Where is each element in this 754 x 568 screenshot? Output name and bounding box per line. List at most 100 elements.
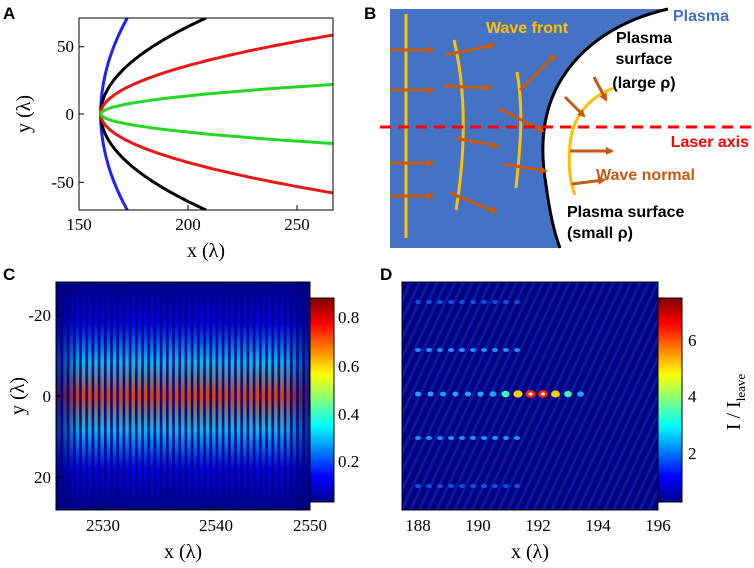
panel-d-heatmap bbox=[402, 282, 658, 510]
panel-d-hotspots bbox=[414, 300, 584, 488]
curve-green bbox=[99, 82, 333, 146]
d-side-lobe bbox=[470, 436, 476, 440]
d-xtick-192: 192 bbox=[525, 516, 551, 535]
d-xtick-194: 194 bbox=[585, 516, 611, 535]
c-xtick-2540: 2540 bbox=[199, 516, 233, 535]
panel-a-plot-area bbox=[99, 18, 333, 210]
d-side-lobe bbox=[415, 436, 421, 440]
panel-d-colorbar bbox=[657, 297, 683, 503]
d-side-lobe bbox=[426, 300, 432, 304]
d-side-lobe bbox=[426, 436, 432, 440]
d-hotspot bbox=[513, 390, 523, 398]
d-side-lobe bbox=[426, 484, 432, 488]
d-hotspot bbox=[501, 390, 510, 398]
panel-c-heatmap bbox=[56, 282, 310, 510]
d-hotspot-core bbox=[528, 392, 533, 396]
d-side-lobe bbox=[503, 484, 509, 488]
d-side-lobe bbox=[503, 436, 509, 440]
d-side-lobe bbox=[503, 348, 509, 352]
d-side-lobe bbox=[503, 300, 509, 304]
d-side-lobe bbox=[514, 484, 520, 488]
d-cblabel: I / Ileave bbox=[723, 374, 748, 431]
d-side-lobe bbox=[459, 436, 465, 440]
surface-large-line3: (large ρ) bbox=[612, 75, 675, 92]
d-side-lobe bbox=[415, 484, 421, 488]
d-cbtick-6: 6 bbox=[688, 331, 697, 350]
d-side-lobe bbox=[437, 348, 443, 352]
a-ytick-0: 0 bbox=[66, 105, 75, 124]
d-hotspot-core bbox=[541, 392, 545, 396]
a-ytick-50: 50 bbox=[57, 37, 74, 56]
c-ytick-0: 0 bbox=[43, 387, 52, 406]
d-side-lobe bbox=[459, 348, 465, 352]
d-side-lobe bbox=[492, 484, 498, 488]
curve-black bbox=[99, 18, 207, 210]
d-side-lobe bbox=[492, 348, 498, 352]
wave-front-label: Wave front bbox=[486, 20, 569, 37]
c-ytick-neg20: -20 bbox=[28, 306, 51, 325]
d-side-lobe bbox=[459, 300, 465, 304]
a-xtick-200: 200 bbox=[175, 215, 201, 234]
c-cbtick-0.2: 0.2 bbox=[338, 452, 359, 471]
curve-blue bbox=[99, 18, 129, 210]
d-side-lobe bbox=[481, 348, 487, 352]
d-hotspot bbox=[452, 391, 459, 397]
a-xlabel: x (λ) bbox=[187, 240, 225, 262]
d-side-lobe bbox=[415, 300, 421, 304]
d-side-lobe bbox=[470, 348, 476, 352]
plasma-label: Plasma bbox=[673, 8, 729, 25]
panel-c-colorbar bbox=[309, 297, 335, 503]
plasma-surface-curve bbox=[541, 7, 669, 249]
panel-b-label: B bbox=[364, 4, 376, 23]
laser-axis-label: Laser axis bbox=[671, 134, 749, 151]
d-side-lobe bbox=[426, 348, 432, 352]
c-xtick-2530: 2530 bbox=[86, 516, 120, 535]
d-side-lobe bbox=[481, 436, 487, 440]
d-side-lobe bbox=[481, 484, 487, 488]
d-xtick-188: 188 bbox=[405, 516, 431, 535]
a-xtick-250: 250 bbox=[284, 215, 310, 234]
surface-small-line2: (small ρ) bbox=[567, 225, 633, 242]
d-hotspot bbox=[477, 391, 484, 397]
d-side-lobe bbox=[514, 436, 520, 440]
d-hotspot bbox=[427, 391, 434, 397]
d-side-lobe bbox=[492, 300, 498, 304]
d-cbtick-2: 2 bbox=[688, 444, 697, 463]
d-xtick-190: 190 bbox=[465, 516, 491, 535]
d-side-lobe bbox=[492, 436, 498, 440]
d-hotspot bbox=[414, 391, 422, 397]
c-xtick-2550: 2550 bbox=[293, 516, 327, 535]
c-cbtick-0.8: 0.8 bbox=[338, 308, 359, 327]
surface-small-line1: Plasma surface bbox=[567, 204, 685, 221]
c-ytick-20: 20 bbox=[34, 468, 51, 487]
d-side-lobe bbox=[448, 300, 454, 304]
d-side-lobe bbox=[514, 300, 520, 304]
panel-c-label: C bbox=[3, 265, 15, 284]
d-side-lobe bbox=[470, 484, 476, 488]
panel-a-axes-box bbox=[78, 17, 334, 211]
d-hotspot bbox=[489, 391, 497, 397]
panel-a-label: A bbox=[3, 4, 15, 23]
d-hotspot bbox=[439, 391, 447, 397]
panel-a-ticks bbox=[78, 46, 298, 210]
panel-c-ticks bbox=[56, 314, 311, 510]
c-ylabel: y (λ) bbox=[7, 377, 29, 415]
d-side-lobe bbox=[448, 436, 454, 440]
d-xlabel: x (λ) bbox=[511, 541, 549, 563]
c-cbtick-0.6: 0.6 bbox=[338, 357, 359, 376]
panel-d-ticks bbox=[417, 505, 599, 510]
d-side-lobe bbox=[437, 484, 443, 488]
wave-normal-arrows bbox=[390, 42, 614, 214]
d-hotspot bbox=[464, 391, 472, 397]
d-hotspot bbox=[564, 390, 572, 398]
d-side-lobe bbox=[415, 348, 421, 352]
a-ytick-neg50: -50 bbox=[51, 173, 74, 192]
d-side-lobe bbox=[481, 300, 487, 304]
d-side-lobe bbox=[448, 348, 454, 352]
wave-normal-label: Wave normal bbox=[596, 167, 695, 184]
c-xlabel: x (λ) bbox=[164, 541, 202, 563]
d-hotspot bbox=[577, 391, 584, 397]
d-xtick-196: 196 bbox=[645, 516, 671, 535]
surface-large-line1: Plasma bbox=[616, 30, 672, 47]
